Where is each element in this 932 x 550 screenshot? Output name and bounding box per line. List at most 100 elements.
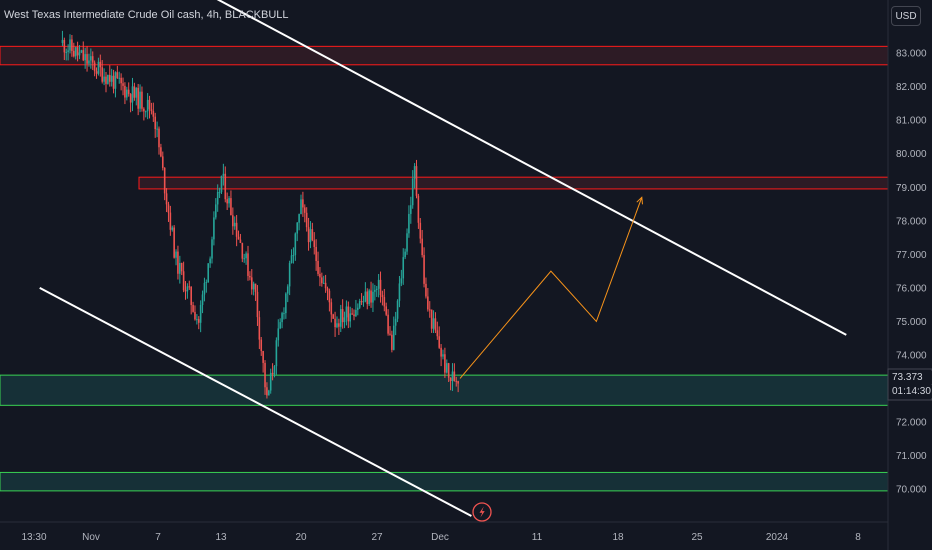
candle-body — [389, 333, 391, 335]
candle-body — [141, 91, 143, 109]
candle-body — [150, 109, 153, 112]
candle-body — [169, 212, 172, 230]
projection-path — [459, 197, 643, 379]
candle-body — [375, 288, 378, 291]
candle-body — [332, 314, 334, 319]
candle-body — [207, 263, 210, 283]
y-tick-label: 70.000 — [896, 485, 927, 496]
candle-body — [71, 39, 73, 51]
candle-body — [76, 47, 79, 56]
candle-body — [339, 309, 342, 327]
candle-body — [197, 319, 200, 323]
candle-body — [303, 207, 306, 213]
candle-body — [406, 233, 408, 252]
candle-body — [211, 239, 213, 259]
candle-body — [366, 291, 369, 305]
candle-body — [154, 116, 157, 130]
candle-body — [152, 111, 155, 117]
candle-body — [387, 314, 389, 334]
candle-body — [430, 309, 433, 329]
candle-body — [180, 262, 183, 272]
candle-body — [222, 173, 225, 176]
candle-body — [215, 204, 217, 218]
candle-body — [82, 50, 85, 61]
support-zone — [0, 471, 889, 492]
candle-body — [351, 313, 353, 315]
candle-body — [279, 322, 281, 329]
candle-body — [379, 279, 382, 296]
candle-body — [216, 192, 219, 205]
candle-body — [63, 39, 66, 53]
candle-body — [445, 363, 448, 373]
x-tick-label: 7 — [155, 532, 161, 543]
candle-body — [230, 198, 232, 216]
candle-body — [84, 54, 86, 61]
support-zone — [0, 374, 889, 406]
x-tick-label: 27 — [371, 532, 383, 543]
candle-body — [179, 262, 181, 274]
candle-body — [440, 347, 442, 357]
candle-body — [233, 222, 236, 227]
candle-body — [110, 75, 113, 82]
candle-body — [336, 323, 338, 328]
candle-body — [254, 283, 257, 292]
candle-body — [427, 296, 429, 310]
candle-body — [250, 277, 253, 290]
candle-body — [124, 85, 126, 98]
candle-body — [143, 108, 145, 112]
candle-body — [264, 362, 266, 388]
candle-body — [101, 67, 103, 82]
candle-body — [421, 238, 423, 256]
candle-body — [190, 286, 192, 306]
trendline — [216, 0, 847, 336]
resistance-zone — [0, 45, 889, 66]
candle-body — [324, 282, 327, 289]
candle-body — [271, 372, 274, 375]
x-tick-label: 8 — [855, 532, 861, 543]
candle-body — [455, 381, 458, 383]
y-tick-label: 77.000 — [896, 250, 927, 261]
candle-body — [192, 305, 194, 312]
candle-body — [65, 51, 68, 53]
candle-body — [93, 62, 96, 72]
candle-body — [392, 325, 395, 350]
y-tick-label: 80.000 — [896, 149, 927, 160]
candle-body — [107, 74, 109, 84]
x-tick-label: 20 — [295, 532, 307, 543]
candle-body — [184, 290, 187, 292]
lightning-icon[interactable] — [472, 502, 492, 522]
candle-body — [404, 251, 406, 258]
candle-body — [90, 56, 92, 61]
y-tick-label: 75.000 — [896, 317, 927, 328]
candle-body — [396, 300, 399, 319]
candle-body — [298, 214, 300, 223]
candle-body — [69, 39, 71, 51]
candle-body — [258, 317, 261, 340]
candle-body — [294, 233, 297, 256]
candle-body — [385, 306, 387, 315]
candle-body — [453, 371, 456, 382]
candle-body — [241, 242, 244, 259]
candle-body — [449, 377, 452, 382]
currency-button[interactable]: USD — [891, 6, 921, 26]
candle-body — [173, 227, 175, 258]
candle-body — [444, 354, 446, 373]
candle-body — [165, 193, 168, 205]
candle-body — [177, 251, 179, 274]
candle-body — [283, 313, 285, 315]
candle-body — [171, 227, 174, 230]
candle-body — [377, 279, 380, 289]
candle-body — [402, 257, 405, 279]
candle-body — [99, 61, 102, 68]
candle-body — [88, 60, 90, 64]
candle-body — [247, 253, 249, 276]
candle-body — [116, 72, 119, 79]
candle-body — [411, 178, 414, 206]
x-tick-label: 13:30 — [21, 532, 46, 543]
candle-body — [383, 297, 386, 307]
candle-body — [61, 39, 64, 43]
candle-body — [457, 381, 459, 384]
candle-body — [268, 390, 270, 396]
